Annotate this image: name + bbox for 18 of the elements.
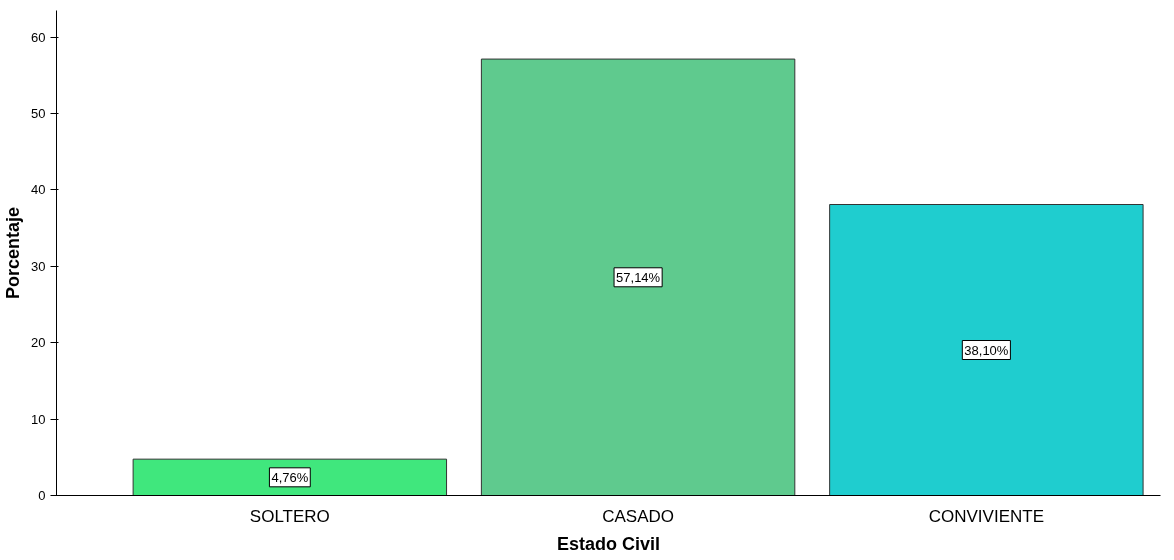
x-tick-label: CONVIVIENTE	[928, 506, 1044, 526]
x-tick-label: SOLTERO	[249, 506, 330, 526]
data-label: 57,14%	[616, 269, 661, 285]
x-axis-title: Estado Civil	[556, 533, 661, 554]
y-tick-label: 30	[31, 258, 46, 274]
x-tick-label: CASADO	[602, 506, 674, 526]
bar	[829, 204, 1144, 496]
y-tick-label: 0	[38, 488, 46, 503]
y-tick-label: 40	[31, 182, 46, 198]
bar	[132, 458, 448, 496]
y-tick-label: 10	[31, 411, 46, 427]
data-label: 4,76%	[271, 469, 309, 485]
y-tick-label: 20	[31, 335, 46, 351]
y-tick-label: 50	[31, 106, 46, 122]
y-axis-title: Porcentaje	[3, 206, 24, 300]
bar	[480, 58, 796, 496]
data-label: 38,10%	[964, 342, 1009, 358]
y-tick-label: 60	[31, 29, 46, 45]
